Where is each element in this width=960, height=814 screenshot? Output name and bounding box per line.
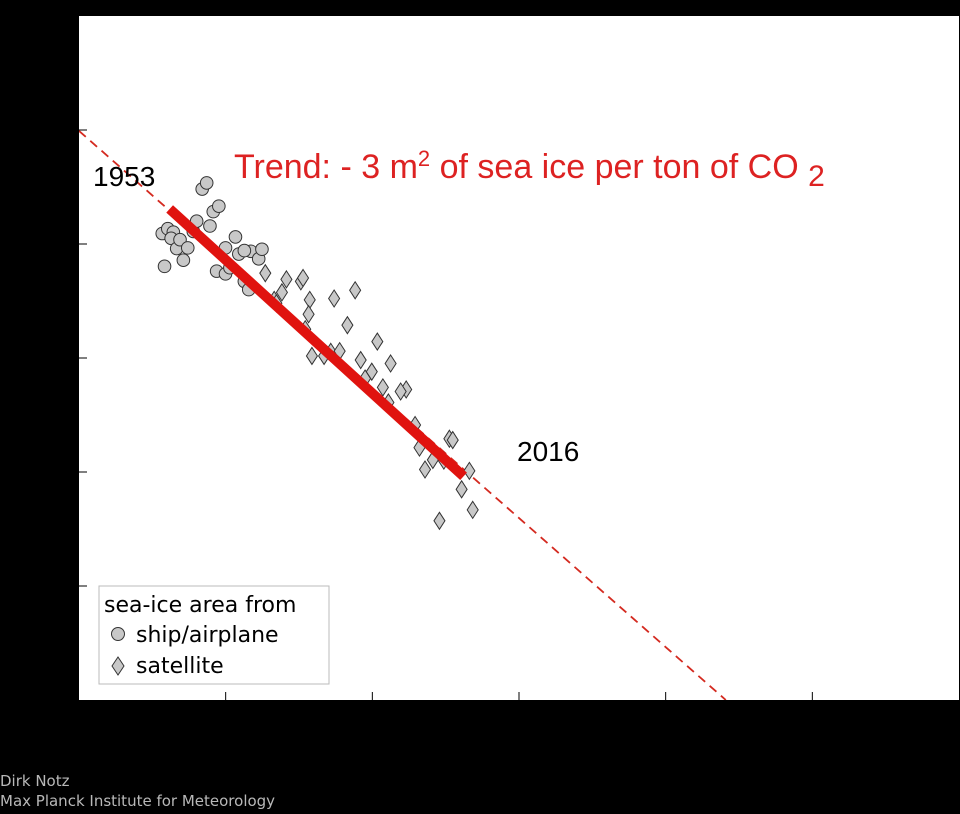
satellite-point: [296, 268, 310, 288]
annotation-text-1: Trend: - 3 m: [234, 148, 418, 186]
legend-diamond-marker: [111, 656, 125, 676]
start-year-label: 1953: [93, 161, 155, 192]
trend-solid-line: [166, 205, 467, 481]
ship-point: [203, 219, 217, 233]
legend-circle-marker: [111, 627, 125, 641]
satellite-point: [446, 430, 459, 450]
satellite-point: [433, 511, 446, 531]
satellite-point: [349, 280, 362, 300]
annotation-text-2: of sea ice per ton of CO: [430, 148, 808, 186]
legend-item-satellite: satellite: [136, 654, 224, 679]
satellite-point: [341, 315, 354, 335]
satellite-point: [365, 362, 378, 382]
satellite-point: [354, 350, 367, 370]
satellite-point: [371, 332, 384, 352]
satellite-point: [418, 460, 432, 479]
satellite-point: [275, 282, 289, 302]
satellite-point: [384, 354, 397, 373]
satellite-point: [328, 289, 341, 308]
satellite-point: [466, 500, 479, 520]
ship-point: [255, 242, 269, 257]
legend-title: sea-ice area from: [104, 593, 296, 618]
credit-author: Dirk Notz: [0, 772, 70, 790]
satellite-point: [463, 461, 476, 481]
satellite-point: [259, 263, 272, 283]
trend-line-group: [166, 205, 467, 481]
satellite-point: [302, 304, 315, 324]
legend: sea-ice area from ship/airplane satellit…: [98, 585, 330, 685]
ship-point: [237, 243, 252, 258]
ship-point: [180, 241, 195, 255]
satellite-point: [394, 382, 407, 401]
annotation-superscript: 2: [418, 146, 430, 171]
trend-annotation: Trend: - 3 m2 of sea ice per ton of CO 2: [234, 146, 825, 193]
ship-point: [212, 199, 226, 213]
satellite-point: [280, 269, 293, 289]
satellite-point: [455, 479, 468, 499]
ship-point: [176, 253, 191, 267]
ship-point: [228, 230, 243, 244]
ship-point: [199, 176, 214, 190]
credit-institute: Max Planck Institute for Meteorology: [0, 792, 276, 810]
ship-point: [173, 232, 187, 247]
legend-item-ship-airplane: ship/airplane: [136, 623, 279, 648]
axis-ticks: [79, 129, 813, 700]
satellite-point: [305, 346, 319, 366]
annotation-subscript: 2: [808, 160, 825, 193]
satellite-point: [376, 377, 389, 397]
legend-box: [98, 585, 330, 685]
end-year-label: 2016: [517, 436, 579, 467]
ship-point: [157, 259, 172, 274]
